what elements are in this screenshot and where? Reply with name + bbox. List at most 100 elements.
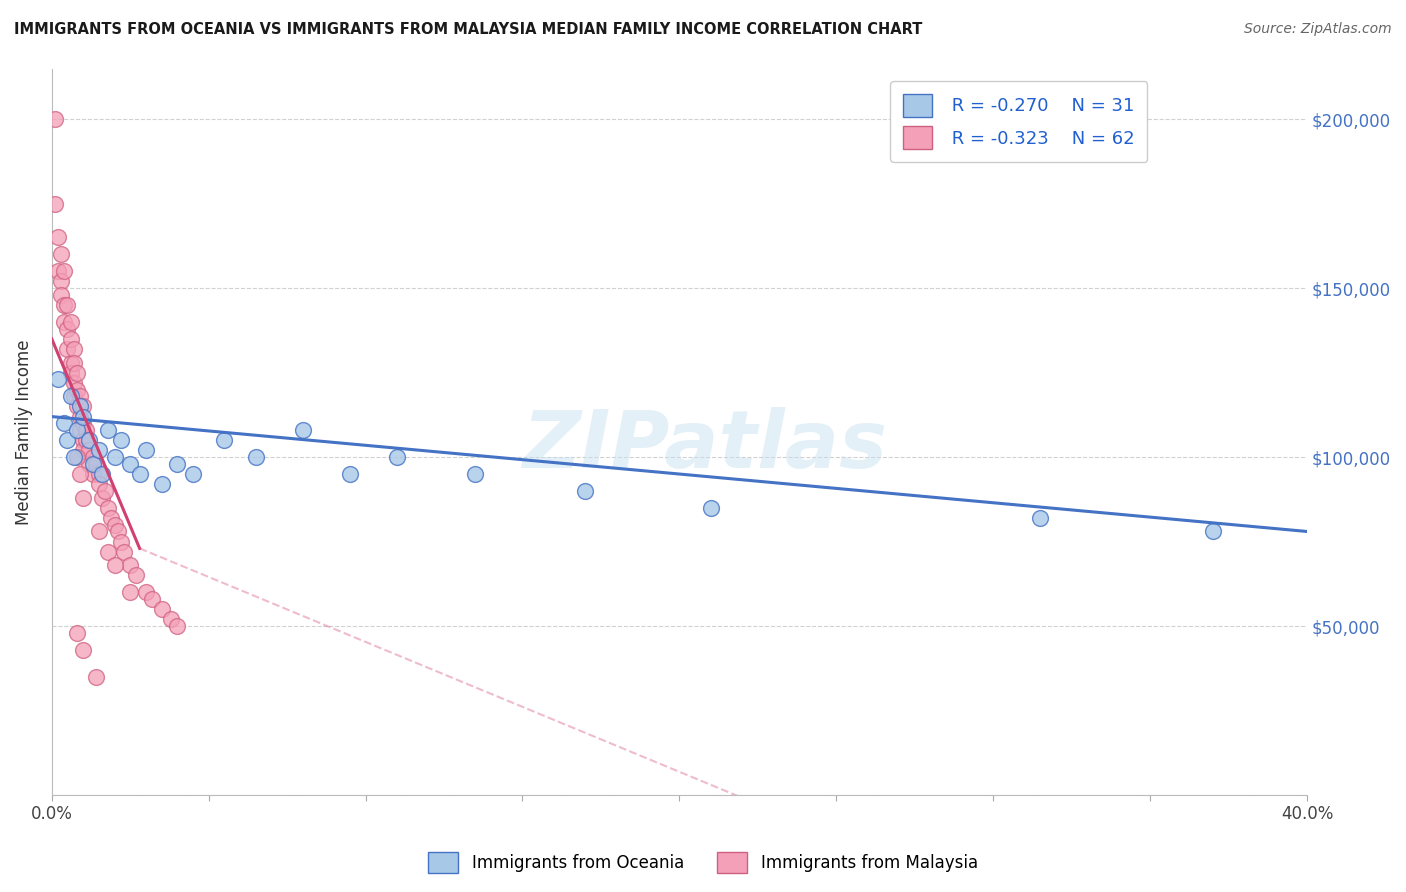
- Point: [44, 112, 66, 127]
- Point: [53, 315, 76, 329]
- Point: [66, 400, 89, 414]
- Point: [141, 592, 163, 607]
- Point: [66, 383, 89, 397]
- Point: [103, 517, 125, 532]
- Point: [62, 450, 84, 464]
- Point: [84, 670, 107, 684]
- Text: Source: ZipAtlas.com: Source: ZipAtlas.com: [1244, 22, 1392, 37]
- Point: [51, 274, 73, 288]
- Point: [87, 524, 110, 539]
- Point: [59, 315, 82, 329]
- Point: [82, 467, 104, 481]
- Point: [66, 625, 89, 640]
- Point: [1202, 524, 1225, 539]
- Point: [75, 434, 97, 448]
- Point: [82, 450, 104, 464]
- Point: [56, 342, 79, 356]
- Point: [46, 264, 69, 278]
- Point: [87, 477, 110, 491]
- Point: [79, 434, 101, 448]
- Point: [69, 389, 91, 403]
- Point: [69, 467, 91, 481]
- Point: [62, 355, 84, 369]
- Point: [72, 417, 94, 431]
- Point: [84, 457, 107, 471]
- Point: [79, 457, 101, 471]
- Point: [166, 619, 188, 633]
- Point: [245, 450, 267, 464]
- Point: [44, 196, 66, 211]
- Point: [46, 230, 69, 244]
- Point: [110, 434, 132, 448]
- Point: [97, 545, 120, 559]
- Point: [87, 467, 110, 481]
- Point: [79, 443, 101, 458]
- Point: [125, 568, 148, 582]
- Point: [53, 298, 76, 312]
- Point: [72, 400, 94, 414]
- Y-axis label: Median Family Income: Median Family Income: [15, 339, 32, 524]
- Point: [94, 483, 117, 498]
- Point: [72, 434, 94, 448]
- Point: [62, 376, 84, 390]
- Point: [82, 457, 104, 471]
- Point: [464, 467, 486, 481]
- Point: [56, 322, 79, 336]
- Point: [62, 342, 84, 356]
- Point: [112, 545, 135, 559]
- Point: [72, 443, 94, 458]
- Point: [100, 511, 122, 525]
- Point: [120, 457, 142, 471]
- Point: [135, 585, 157, 599]
- Point: [51, 247, 73, 261]
- Point: [291, 423, 314, 437]
- Point: [69, 409, 91, 424]
- Point: [120, 558, 142, 573]
- Point: [69, 400, 91, 414]
- Point: [110, 534, 132, 549]
- Point: [166, 457, 188, 471]
- Legend: Immigrants from Oceania, Immigrants from Malaysia: Immigrants from Oceania, Immigrants from…: [422, 846, 984, 880]
- Text: ZIPatlas: ZIPatlas: [522, 408, 887, 485]
- Point: [72, 642, 94, 657]
- Point: [128, 467, 150, 481]
- Point: [66, 450, 89, 464]
- Point: [120, 585, 142, 599]
- Text: IMMIGRANTS FROM OCEANIA VS IMMIGRANTS FROM MALAYSIA MEDIAN FAMILY INCOME CORRELA: IMMIGRANTS FROM OCEANIA VS IMMIGRANTS FR…: [14, 22, 922, 37]
- Point: [214, 434, 236, 448]
- Point: [53, 264, 76, 278]
- Point: [56, 434, 79, 448]
- Point: [97, 500, 120, 515]
- Point: [72, 409, 94, 424]
- Point: [150, 602, 173, 616]
- Point: [103, 450, 125, 464]
- Point: [91, 467, 114, 481]
- Point: [53, 417, 76, 431]
- Legend:  R = -0.270    N = 31,  R = -0.323    N = 62: R = -0.270 N = 31, R = -0.323 N = 62: [890, 81, 1147, 161]
- Point: [160, 612, 183, 626]
- Point: [59, 355, 82, 369]
- Point: [181, 467, 204, 481]
- Point: [59, 332, 82, 346]
- Point: [59, 389, 82, 403]
- Point: [66, 423, 89, 437]
- Point: [135, 443, 157, 458]
- Point: [72, 491, 94, 505]
- Point: [66, 366, 89, 380]
- Point: [700, 500, 723, 515]
- Point: [385, 450, 408, 464]
- Point: [69, 423, 91, 437]
- Point: [574, 483, 596, 498]
- Point: [339, 467, 361, 481]
- Point: [62, 389, 84, 403]
- Point: [56, 298, 79, 312]
- Point: [46, 372, 69, 386]
- Point: [150, 477, 173, 491]
- Point: [103, 558, 125, 573]
- Point: [51, 288, 73, 302]
- Point: [97, 423, 120, 437]
- Point: [59, 366, 82, 380]
- Point: [91, 491, 114, 505]
- Point: [1029, 511, 1052, 525]
- Point: [87, 443, 110, 458]
